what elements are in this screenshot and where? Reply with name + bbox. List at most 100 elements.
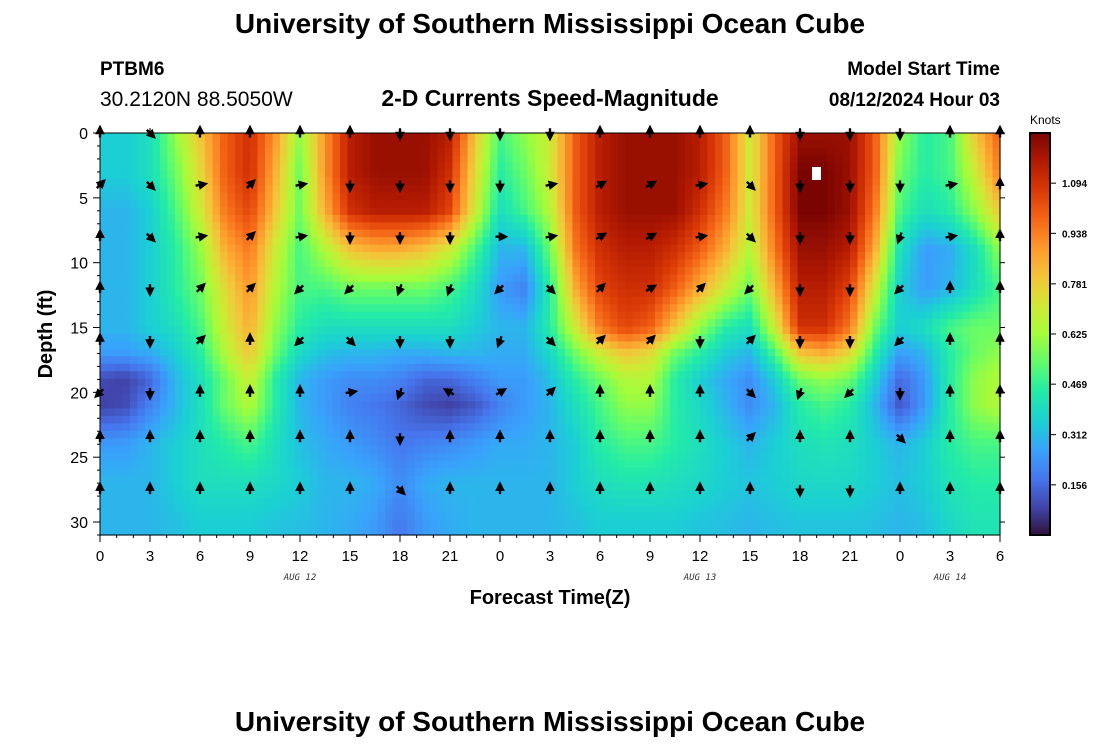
heatmap-cell (655, 244, 664, 253)
heatmap-cell (415, 244, 424, 253)
heatmap-cell (820, 363, 829, 372)
heatmap-cell (550, 319, 559, 328)
heatmap-cell (272, 430, 281, 439)
heatmap-cell (272, 147, 281, 156)
heatmap-cell (640, 133, 649, 142)
heatmap-cell (632, 415, 641, 424)
heatmap-cell (947, 348, 956, 357)
heatmap-cell (587, 371, 596, 380)
heatmap-cell (805, 185, 814, 194)
heatmap-cell (917, 133, 926, 142)
heatmap-cell (550, 214, 559, 223)
heatmap-cell (580, 177, 589, 186)
heatmap-cell (842, 334, 851, 343)
heatmap-cell (295, 162, 304, 171)
heatmap-cell (910, 192, 919, 201)
heatmap-cell (835, 348, 844, 357)
heatmap-cell (827, 304, 836, 313)
heatmap-cell (310, 170, 319, 179)
heatmap-cell (250, 430, 259, 439)
heatmap-cell (497, 267, 506, 276)
heatmap-cell (475, 133, 484, 142)
heatmap-cell (437, 304, 446, 313)
heatmap-cell (542, 229, 551, 238)
heatmap-cell (460, 408, 469, 417)
heatmap-cell (512, 326, 521, 335)
heatmap-cell (932, 326, 941, 335)
heatmap-cell (850, 214, 859, 223)
heatmap-cell (355, 311, 364, 320)
heatmap-cell (512, 244, 521, 253)
heatmap-cell (917, 214, 926, 223)
heatmap-cell (242, 415, 251, 424)
heatmap-cell (610, 259, 619, 268)
heatmap-cell (655, 200, 664, 209)
heatmap-cell (662, 214, 671, 223)
heatmap-cell (362, 281, 371, 290)
heatmap-cell (850, 319, 859, 328)
heatmap-cell (295, 259, 304, 268)
heatmap-cell (947, 155, 956, 164)
heatmap-cell (385, 267, 394, 276)
heatmap-cell (220, 304, 229, 313)
heatmap-cell (782, 289, 791, 298)
heatmap-cell (872, 311, 881, 320)
heatmap-cell (662, 192, 671, 201)
heatmap-cell (497, 185, 506, 194)
heatmap-cell (392, 244, 401, 253)
heatmap-cell (265, 274, 274, 283)
heatmap-cell (775, 311, 784, 320)
heatmap-cell (362, 296, 371, 305)
heatmap-cell (580, 170, 589, 179)
heatmap-cell (220, 356, 229, 365)
heatmap-cell (265, 334, 274, 343)
heatmap-cell (302, 430, 311, 439)
heatmap-cell (962, 430, 971, 439)
heatmap-cell (317, 185, 326, 194)
heatmap-cell (190, 207, 199, 216)
heatmap-cell (520, 401, 529, 410)
heatmap-cell (587, 296, 596, 305)
heatmap-cell (190, 438, 199, 447)
heatmap-cell (767, 274, 776, 283)
heatmap-cell (970, 237, 979, 246)
heatmap-cell (610, 386, 619, 395)
heatmap-cell (730, 200, 739, 209)
heatmap-cell (460, 341, 469, 350)
heatmap-cell (460, 214, 469, 223)
heatmap-cell (137, 341, 146, 350)
heatmap-cell (190, 214, 199, 223)
heatmap-cell (947, 311, 956, 320)
heatmap-cell (295, 207, 304, 216)
heatmap-cell (205, 207, 214, 216)
heatmap-cell (587, 200, 596, 209)
heatmap-cell (235, 207, 244, 216)
heatmap-cell (790, 341, 799, 350)
heatmap-cell (730, 304, 739, 313)
heatmap-cell (985, 207, 994, 216)
heatmap-cell (490, 311, 499, 320)
heatmap-cell (677, 401, 686, 410)
heatmap-cell (490, 229, 499, 238)
heatmap-cell (542, 259, 551, 268)
heatmap-cell (692, 207, 701, 216)
heatmap-cell (197, 289, 206, 298)
heatmap-cell (760, 415, 769, 424)
heatmap-cell (407, 155, 416, 164)
heatmap-cell (842, 274, 851, 283)
heatmap-cell (205, 356, 214, 365)
heatmap-cell (107, 133, 116, 142)
heatmap-cell (460, 393, 469, 402)
heatmap-cell (827, 386, 836, 395)
heatmap-cell (640, 207, 649, 216)
heatmap-cell (595, 296, 604, 305)
heatmap-cell (505, 319, 514, 328)
heatmap-cell (227, 348, 236, 357)
heatmap-cell (602, 140, 611, 149)
heatmap-cell (130, 296, 139, 305)
heatmap-cell (970, 274, 979, 283)
heatmap-cell (482, 415, 491, 424)
heatmap-cell (512, 296, 521, 305)
heatmap-cell (520, 438, 529, 447)
heatmap-cell (760, 237, 769, 246)
